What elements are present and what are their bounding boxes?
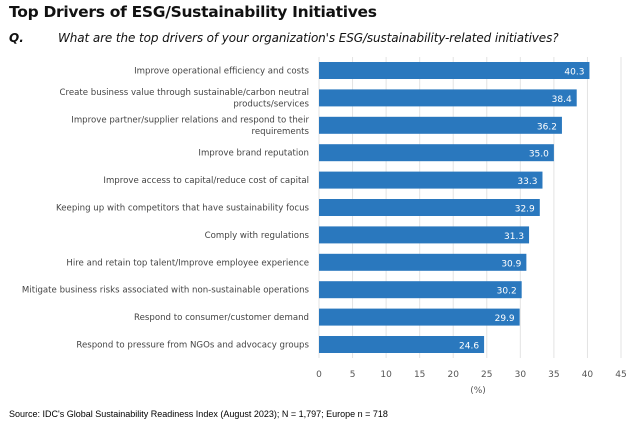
category-label: Respond to pressure from NGOs and advoca… [76,341,309,351]
bar [319,144,554,162]
category-label: products/services [233,100,309,110]
category-label: Improve partner/supplier relations and r… [71,116,309,126]
x-tick-label: 45 [615,370,626,380]
bar-value-label: 32.9 [515,205,535,215]
category-label: Hire and retain top talent/Improve emplo… [66,258,309,268]
bar [319,116,562,134]
bar-value-label: 36.2 [537,122,557,132]
bar-value-label: 38.4 [552,95,572,105]
category-label: Keeping up with competitors that have su… [56,204,309,214]
x-tick-label: 30 [515,370,527,380]
bar [319,253,527,271]
bar [319,62,590,79]
category-label: Mitigate business risks associated with … [22,286,310,296]
bar-value-label: 35.0 [529,150,549,160]
category-label: Improve operational efficiency and costs [134,67,309,77]
category-label: Improve brand reputation [198,149,309,159]
bar-chart: 0 5 10 15 20 25 30 35 40 45 (%) 40.3 Improve operati… [22,57,627,396]
bar [319,171,543,189]
bar [319,199,540,216]
bar [319,308,520,326]
x-tick-label: 5 [350,370,356,380]
x-tick-label: 10 [380,370,392,380]
bar-value-label: 30.9 [501,259,521,269]
bar-value-label: 40.3 [564,68,584,78]
bar-value-label: 33.3 [517,177,537,187]
x-tick-label: 20 [447,370,459,380]
x-tick-label: 0 [316,370,322,380]
bar [319,336,485,353]
x-tick-label: 15 [414,370,425,380]
question-label: Q. [9,31,24,45]
x-tick-label: 35 [548,370,559,380]
question-text: What are the top drivers of your organiz… [58,31,559,45]
x-tick-label: 40 [582,370,594,380]
bar-value-label: 31.3 [504,232,524,242]
category-label: Create business value through sustainabl… [60,88,310,98]
bar-value-label: 29.9 [495,314,515,324]
category-label: requirements [251,127,309,137]
bar-value-label: 30.2 [497,287,517,297]
category-label: Improve access to capital/reduce cost of… [103,176,309,186]
x-axis-label: (%) [470,386,486,396]
source-note: Source: IDC's Global Sustainability Read… [9,409,388,419]
bar [319,226,530,244]
bar [319,89,577,107]
category-label: Respond to consumer/customer demand [134,313,309,323]
bar-value-label: 24.6 [459,342,479,352]
category-label: Comply with regulations [205,231,310,241]
x-tick-label: 25 [481,370,492,380]
page-title: Top Drivers of ESG/Sustainability Initia… [9,3,377,21]
bar [319,281,522,299]
